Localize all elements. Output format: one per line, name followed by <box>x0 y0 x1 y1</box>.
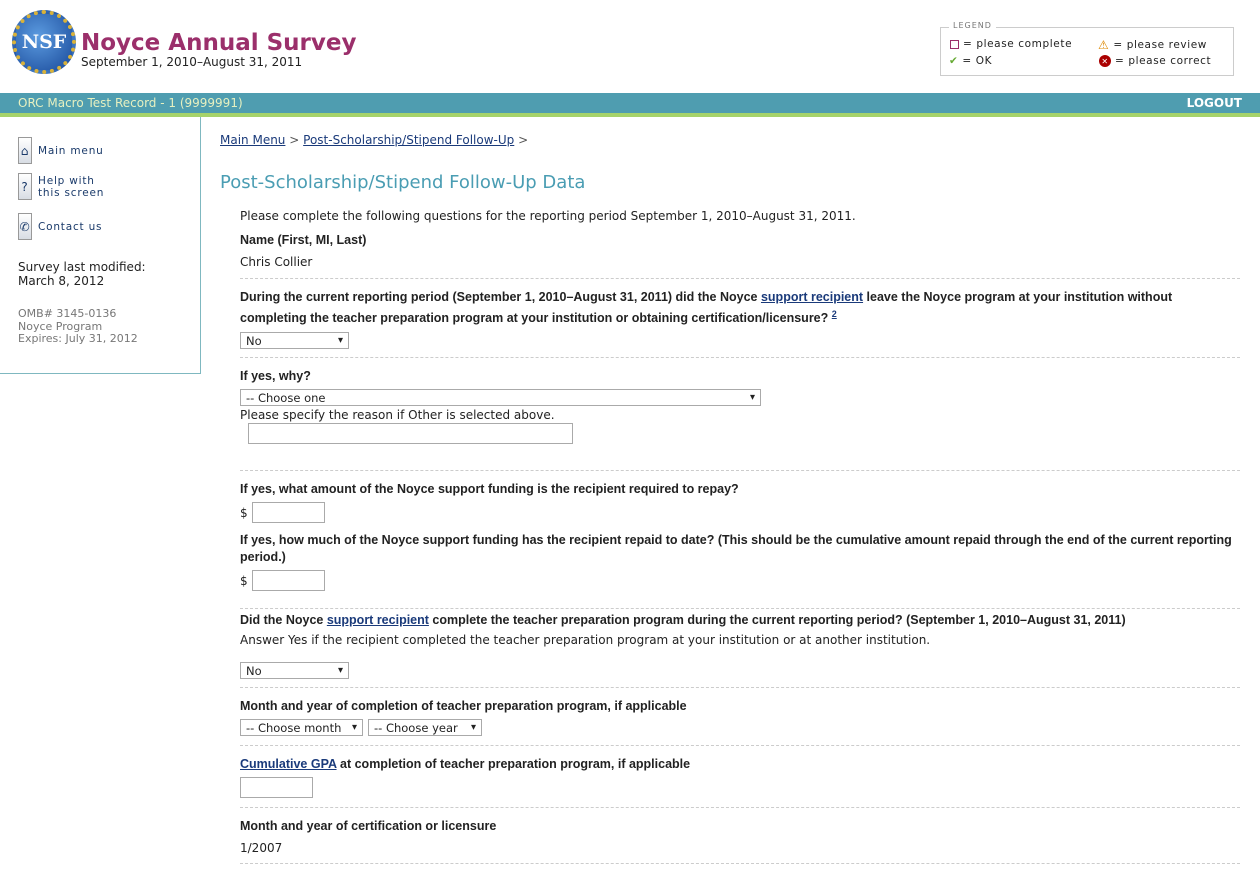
expires: Expires: July 31, 2012 <box>18 332 138 345</box>
breadcrumb-main-menu[interactable]: Main Menu <box>220 133 286 147</box>
gpa-label: Cumulative GPA at completion of teacher … <box>240 756 1240 773</box>
phone-icon: ✆ <box>18 213 32 240</box>
name-label: Name (First, MI, Last) <box>240 233 367 247</box>
divider <box>0 113 1260 117</box>
program-name: Noyce Program <box>18 319 103 333</box>
omb-number: OMB# 3145-0136 <box>18 307 117 320</box>
last-modified: Survey last modified: March 8, 2012 <box>18 260 146 288</box>
breadcrumb-follow-up[interactable]: Post-Scholarship/Stipend Follow-Up <box>303 133 515 147</box>
support-recipient-link[interactable]: support recipient <box>760 290 864 304</box>
legend-correct: = please correct <box>1115 55 1212 67</box>
complete-question: Did the Noyce support recipient complete… <box>240 612 1240 629</box>
modified-label: Survey last modified: <box>18 260 146 274</box>
sidebar-contact[interactable]: ✆ Contact us <box>18 213 102 240</box>
help-label[interactable]: Help with <box>38 174 95 187</box>
modified-date: March 8, 2012 <box>18 274 105 288</box>
currency: $ <box>240 573 248 588</box>
intro-text: Please complete the following questions … <box>240 209 856 223</box>
complete-note: Answer Yes if the recipient completed th… <box>240 633 931 648</box>
record-name: ORC Macro Test Record - 1 (9999991) <box>18 96 243 110</box>
page-title: Post-Scholarship/Stipend Follow-Up Data <box>220 172 586 193</box>
leave-select[interactable]: No <box>240 332 349 350</box>
footnote-link[interactable]: 2 <box>831 309 837 319</box>
main-menu-label[interactable]: Main menu <box>38 144 104 157</box>
divider <box>240 278 1240 279</box>
divider <box>240 807 1240 809</box>
other-reason-input[interactable] <box>248 423 573 445</box>
divider <box>240 687 1240 689</box>
why-select[interactable]: -- Choose one <box>240 389 761 407</box>
currency: $ <box>240 505 248 520</box>
sidebar: ⌂ Main menu ? Help with this screen ✆ Contac… <box>0 117 201 374</box>
q-text: During the current reporting period (Sep… <box>240 290 761 304</box>
warning-icon: ⚠ <box>1098 38 1110 52</box>
legend-complete: = please complete <box>963 38 1073 50</box>
main-content: Main Menu > Post-Scholarship/Stipend Fol… <box>220 117 1240 874</box>
help-icon: ? <box>18 173 32 200</box>
divider <box>240 608 1240 610</box>
year-value: -- Choose year <box>374 720 458 735</box>
legend-review: = please review <box>1113 39 1207 51</box>
complete-value: No <box>246 663 262 678</box>
repay-amount-input[interactable] <box>251 502 325 524</box>
breadcrumb-sep: > <box>518 133 529 147</box>
contact-label[interactable]: Contact us <box>38 220 103 233</box>
q-text: leave the Noyce program at your institut… <box>240 290 1173 326</box>
cert-value: 1/2007 <box>240 841 283 856</box>
omb-info: OMB# 3145-0136 Noyce Program Expires: July… <box>18 307 138 346</box>
month-select[interactable]: -- Choose month <box>240 719 363 737</box>
gpa-input[interactable] <box>240 777 313 799</box>
empty-square-icon <box>950 39 959 49</box>
why-label: If yes, why? <box>240 369 311 384</box>
record-bar: ORC Macro Test Record - 1 (9999991) LOGO… <box>0 93 1260 113</box>
checkmark-icon: ✔ <box>949 55 959 67</box>
breadcrumb-sep: > <box>289 133 300 147</box>
app-title: Noyce Annual Survey <box>81 30 357 56</box>
home-icon: ⌂ <box>18 137 32 164</box>
sidebar-main-menu[interactable]: ⌂ Main menu <box>18 137 104 164</box>
repay-label: If yes, what amount of the Noyce support… <box>240 482 739 497</box>
month-value: -- Choose month <box>246 720 342 735</box>
repaid-amount-input[interactable] <box>251 570 325 592</box>
name-value: Chris Collier <box>240 255 313 269</box>
cert-label: Month and year of certification or licen… <box>240 819 497 834</box>
leave-question: During the current reporting period (Sep… <box>240 289 1240 327</box>
help-label-2[interactable]: this screen <box>38 186 105 199</box>
header: NSF Noyce Annual Survey September 1, 201… <box>0 0 1260 93</box>
legend-ok: = OK <box>962 55 993 67</box>
repaid-label: If yes, how much of the Noyce support fu… <box>240 533 1232 565</box>
divider <box>240 357 1240 359</box>
why-value: -- Choose one <box>246 390 326 405</box>
q-text: Did the Noyce <box>240 613 327 628</box>
q-text: complete the teacher preparation program… <box>428 613 1126 628</box>
q-text: at completion of teacher preparation pro… <box>336 757 691 772</box>
divider <box>240 863 1240 865</box>
cumulative-gpa-link[interactable]: Cumulative GPA <box>240 757 337 772</box>
error-icon: ✕ <box>1099 55 1111 67</box>
legend-title: LEGEND <box>949 21 996 30</box>
leave-value: No <box>246 333 262 348</box>
sidebar-help[interactable]: ? Help with this screen <box>18 173 104 200</box>
app-subtitle: September 1, 2010–August 31, 2011 <box>81 55 303 69</box>
nsf-logo: NSF <box>12 10 76 74</box>
legend: LEGEND = please complete ✔ = OK ⚠ = please… <box>940 21 1234 76</box>
other-label: Please specify the reason if Other is se… <box>240 408 555 423</box>
complete-select[interactable]: No <box>240 662 349 680</box>
date-label: Month and year of completion of teacher … <box>240 699 687 714</box>
divider <box>240 745 1240 747</box>
logout-button[interactable]: LOGOUT <box>1186 96 1242 110</box>
year-select[interactable]: -- Choose year <box>368 719 482 737</box>
support-recipient-link[interactable]: support recipient <box>326 613 429 628</box>
divider <box>240 470 1240 472</box>
breadcrumb: Main Menu > Post-Scholarship/Stipend Fol… <box>220 132 1240 148</box>
